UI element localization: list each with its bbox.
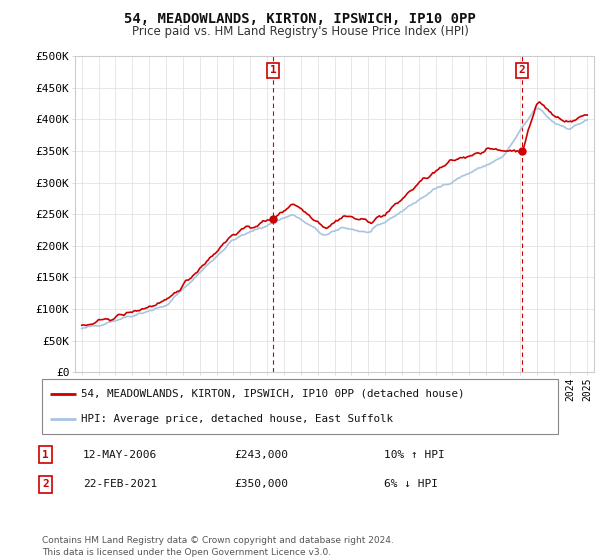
Text: HPI: Average price, detached house, East Suffolk: HPI: Average price, detached house, East… (81, 414, 393, 424)
Text: 2: 2 (518, 66, 526, 76)
Text: 22-FEB-2021: 22-FEB-2021 (83, 479, 157, 489)
Text: £243,000: £243,000 (234, 450, 288, 460)
Text: 12-MAY-2006: 12-MAY-2006 (83, 450, 157, 460)
Text: 10% ↑ HPI: 10% ↑ HPI (384, 450, 445, 460)
Text: Contains HM Land Registry data © Crown copyright and database right 2024.
This d: Contains HM Land Registry data © Crown c… (42, 536, 394, 557)
Text: 54, MEADOWLANDS, KIRTON, IPSWICH, IP10 0PP (detached house): 54, MEADOWLANDS, KIRTON, IPSWICH, IP10 0… (81, 389, 464, 399)
Text: 1: 1 (270, 66, 277, 76)
Text: Price paid vs. HM Land Registry's House Price Index (HPI): Price paid vs. HM Land Registry's House … (131, 25, 469, 38)
Text: £350,000: £350,000 (234, 479, 288, 489)
Text: 54, MEADOWLANDS, KIRTON, IPSWICH, IP10 0PP: 54, MEADOWLANDS, KIRTON, IPSWICH, IP10 0… (124, 12, 476, 26)
Text: 1: 1 (42, 450, 49, 460)
Text: 2: 2 (42, 479, 49, 489)
Text: 6% ↓ HPI: 6% ↓ HPI (384, 479, 438, 489)
